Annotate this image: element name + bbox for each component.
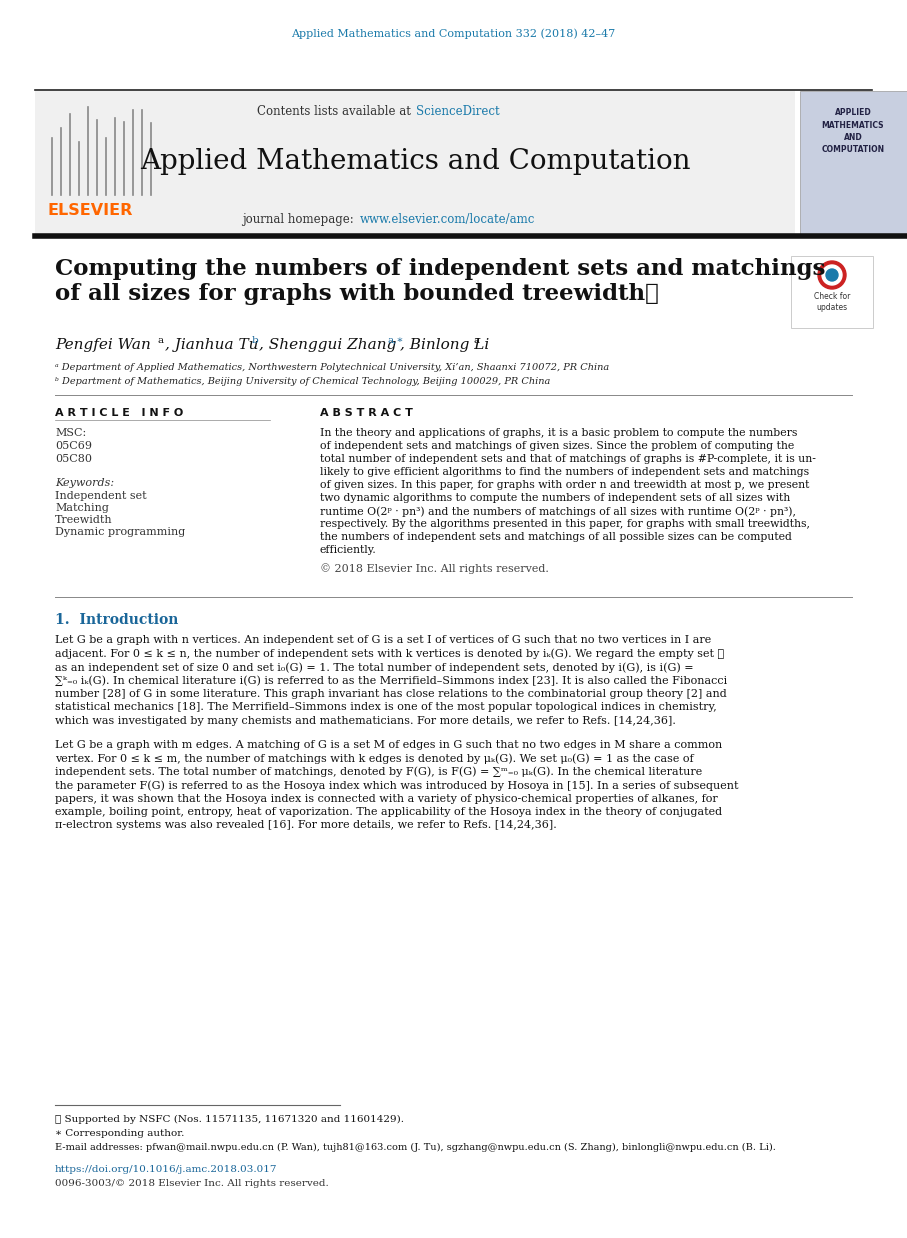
Text: 1.  Introduction: 1. Introduction (55, 613, 179, 626)
Text: independent sets. The total number of matchings, denoted by F(G), is F(G) = ∑ᵐ₌₀: independent sets. The total number of ma… (55, 766, 702, 777)
Text: Check for
updates: Check for updates (814, 292, 850, 312)
Text: ⋆ Supported by NSFC (Nos. 11571135, 11671320 and 11601429).: ⋆ Supported by NSFC (Nos. 11571135, 1167… (55, 1115, 404, 1124)
Text: of independent sets and matchings of given sizes. Since the problem of computing: of independent sets and matchings of giv… (320, 441, 795, 451)
Text: a,∗: a,∗ (387, 335, 404, 345)
Text: the parameter F(G) is referred to as the Hosoya index which was introduced by Ho: the parameter F(G) is referred to as the… (55, 780, 738, 791)
Text: b: b (252, 335, 258, 345)
Text: ∗ Corresponding author.: ∗ Corresponding author. (55, 1129, 184, 1138)
Text: likely to give efficient algorithms to find the numbers of independent sets and : likely to give efficient algorithms to f… (320, 467, 809, 477)
Text: statistical mechanics [18]. The Merrifield–Simmons index is one of the most popu: statistical mechanics [18]. The Merrifie… (55, 702, 717, 713)
Text: adjacent. For 0 ≤ k ≤ n, the number of independent sets with k vertices is denot: adjacent. For 0 ≤ k ≤ n, the number of i… (55, 649, 724, 659)
Text: https://doi.org/10.1016/j.amc.2018.03.017: https://doi.org/10.1016/j.amc.2018.03.01… (55, 1165, 278, 1174)
Text: π-electron systems was also revealed [16]. For more details, we refer to Refs. [: π-electron systems was also revealed [16… (55, 821, 557, 831)
Text: Let G be a graph with n vertices. An independent set of G is a set I of vertices: Let G be a graph with n vertices. An ind… (55, 635, 711, 645)
Text: two dynamic algorithms to compute the numbers of independent sets of all sizes w: two dynamic algorithms to compute the nu… (320, 493, 790, 503)
Text: Treewidth: Treewidth (55, 515, 112, 525)
Text: , Shenggui Zhang: , Shenggui Zhang (259, 338, 396, 352)
Text: Let G be a graph with m edges. A matching of G is a set M of edges in G such tha: Let G be a graph with m edges. A matchin… (55, 739, 722, 749)
Text: ᵇ Department of Mathematics, Beijing University of Chemical Technology, Beijing : ᵇ Department of Mathematics, Beijing Uni… (55, 378, 551, 386)
Text: Contents lists available at: Contents lists available at (258, 105, 415, 118)
Text: , Jianhua Tu: , Jianhua Tu (165, 338, 258, 352)
Text: E-mail addresses: pfwan@mail.nwpu.edu.cn (P. Wan), tujh81@163.com (J. Tu), sgzha: E-mail addresses: pfwan@mail.nwpu.edu.cn… (55, 1143, 775, 1153)
Text: Applied Mathematics and Computation 332 (2018) 42–47: Applied Mathematics and Computation 332 … (291, 28, 615, 38)
Text: example, boiling point, entropy, heat of vaporization. The applicability of the : example, boiling point, entropy, heat of… (55, 807, 722, 817)
Text: the numbers of independent sets and matchings of all possible sizes can be compu: the numbers of independent sets and matc… (320, 532, 792, 542)
Text: number [28] of G in some literature. This graph invariant has close relations to: number [28] of G in some literature. Thi… (55, 690, 727, 699)
Text: In the theory and applications of graphs, it is a basic problem to compute the n: In the theory and applications of graphs… (320, 428, 797, 438)
Text: as an independent set of size 0 and set i₀(G) = 1. The total number of independe: as an independent set of size 0 and set … (55, 662, 694, 672)
Text: ᵃ Department of Applied Mathematics, Northwestern Polytechnical University, Xi’a: ᵃ Department of Applied Mathematics, Nor… (55, 363, 610, 371)
Text: ∑ᵏ₌₀ iₖ(G). In chemical literature i(G) is referred to as the Merrifield–Simmons: ∑ᵏ₌₀ iₖ(G). In chemical literature i(G) … (55, 676, 727, 686)
Text: a: a (158, 335, 164, 345)
Circle shape (826, 269, 838, 281)
Text: Computing the numbers of independent sets and matchings: Computing the numbers of independent set… (55, 258, 825, 280)
Text: Pengfei Wan: Pengfei Wan (55, 338, 151, 352)
Text: , Binlong Li: , Binlong Li (400, 338, 489, 352)
Text: A R T I C L E   I N F O: A R T I C L E I N F O (55, 409, 183, 418)
Text: efficiently.: efficiently. (320, 545, 376, 555)
FancyBboxPatch shape (800, 92, 907, 236)
Text: vertex. For 0 ≤ k ≤ m, the number of matchings with k edges is denoted by μₖ(G).: vertex. For 0 ≤ k ≤ m, the number of mat… (55, 753, 694, 764)
Text: which was investigated by many chemists and mathematicians. For more details, we: which was investigated by many chemists … (55, 716, 676, 725)
Text: www.elsevier.com/locate/amc: www.elsevier.com/locate/amc (360, 213, 535, 227)
Text: APPLIED
MATHEMATICS
AND
COMPUTATION: APPLIED MATHEMATICS AND COMPUTATION (822, 108, 884, 155)
FancyBboxPatch shape (35, 92, 795, 236)
Text: Applied Mathematics and Computation: Applied Mathematics and Computation (140, 149, 690, 175)
Text: respectively. By the algorithms presented in this paper, for graphs with small t: respectively. By the algorithms presente… (320, 519, 810, 529)
Text: papers, it was shown that the Hosoya index is connected with a variety of physic: papers, it was shown that the Hosoya ind… (55, 794, 717, 803)
Circle shape (822, 265, 842, 285)
Text: ELSEVIER: ELSEVIER (47, 203, 132, 218)
Text: 05C80: 05C80 (55, 454, 92, 464)
Text: runtime O(2ᵖ · pn³) and the numbers of matchings of all sizes with runtime O(2ᵖ : runtime O(2ᵖ · pn³) and the numbers of m… (320, 506, 796, 516)
Text: total number of independent sets and that of matchings of graphs is #P-complete,: total number of independent sets and tha… (320, 454, 816, 464)
Text: Keywords:: Keywords: (55, 478, 114, 488)
FancyBboxPatch shape (791, 256, 873, 328)
Text: of all sizes for graphs with bounded treewidth☆: of all sizes for graphs with bounded tre… (55, 284, 658, 305)
Text: Dynamic programming: Dynamic programming (55, 527, 185, 537)
Text: © 2018 Elsevier Inc. All rights reserved.: © 2018 Elsevier Inc. All rights reserved… (320, 563, 549, 573)
Text: Matching: Matching (55, 503, 109, 513)
Text: A B S T R A C T: A B S T R A C T (320, 409, 413, 418)
Text: 0096-3003/© 2018 Elsevier Inc. All rights reserved.: 0096-3003/© 2018 Elsevier Inc. All right… (55, 1179, 328, 1188)
Text: ScienceDirect: ScienceDirect (416, 105, 500, 118)
Text: 05C69: 05C69 (55, 441, 92, 451)
Text: Independent set: Independent set (55, 491, 147, 501)
Text: a: a (474, 335, 480, 345)
Text: journal homepage:: journal homepage: (242, 213, 358, 227)
Circle shape (818, 261, 846, 288)
Text: of given sizes. In this paper, for graphs with order n and treewidth at most p, : of given sizes. In this paper, for graph… (320, 480, 809, 490)
Text: MSC:: MSC: (55, 428, 86, 438)
